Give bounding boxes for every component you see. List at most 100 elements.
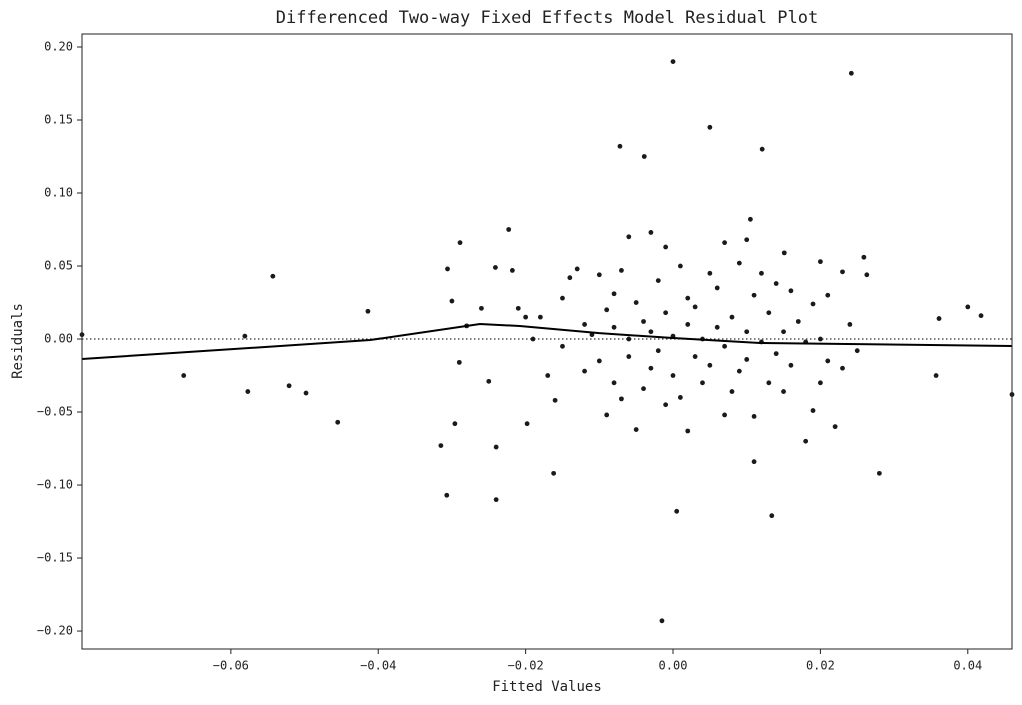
point [677,263,683,269]
x-axis-label: Fitted Values [492,679,602,695]
point [626,354,632,359]
point [751,414,757,419]
point [286,383,292,389]
point [663,310,669,316]
point [840,365,845,371]
point [781,329,786,335]
point [751,459,757,465]
y-tick-label: 0.20 [44,39,73,53]
point [641,319,646,324]
point [604,412,610,418]
x-tick-label: −0.02 [508,659,544,673]
point [604,307,610,313]
point [759,270,764,276]
point [825,358,831,364]
point [449,298,455,304]
point [685,322,691,327]
point [795,319,801,324]
point [769,513,775,519]
y-tick-label: −0.20 [37,624,73,638]
point [617,143,623,149]
point [552,397,558,403]
point [840,269,845,275]
point [714,285,720,291]
point [729,314,735,320]
x-tick-label: 0.04 [953,659,982,673]
point [611,291,617,297]
point [596,358,602,364]
point [582,368,587,374]
point [848,70,854,76]
lowess-line [81,322,1013,361]
point [633,300,639,305]
point [509,267,515,273]
point [444,492,450,498]
y-tick-label: −0.05 [37,405,73,419]
point [773,351,779,357]
point [524,421,530,427]
point [861,254,867,260]
point [596,272,602,278]
point [965,304,971,310]
point [692,304,698,310]
point [619,396,624,402]
point [648,329,654,335]
chart-title: Differenced Two-way Fixed Effects Model … [276,8,818,28]
point [655,278,661,284]
y-tick-label: 0.10 [44,186,73,200]
point [876,470,882,476]
point [766,380,772,386]
point [545,373,551,378]
point [766,310,772,316]
point [493,265,498,270]
point [648,365,654,371]
point [864,272,870,278]
point [303,390,309,396]
point [803,438,809,444]
point [537,314,543,320]
point [773,281,779,286]
point [438,443,444,449]
point [530,336,536,342]
point [722,240,727,246]
y-tick-label: −0.10 [37,478,73,492]
x-tick-label: −0.04 [360,659,396,673]
y-tick-label: 0.05 [44,259,73,273]
point [626,234,632,240]
point [574,266,580,272]
point [700,380,705,386]
point [335,419,341,425]
point [847,322,853,327]
point [722,412,727,418]
point [729,389,735,394]
point [245,389,251,394]
point [445,266,450,272]
point [810,301,816,307]
point [933,373,939,378]
point [365,308,371,314]
point [659,618,665,624]
point [810,408,816,413]
point [759,146,765,152]
point [685,428,691,434]
x-tick-label: 0.02 [806,659,835,673]
point [832,424,838,430]
point [736,260,742,266]
point [181,373,187,378]
point [515,305,521,311]
point [825,292,831,298]
point [685,295,691,301]
point [722,343,727,349]
point [611,324,617,330]
point [936,316,942,321]
point [486,378,492,384]
point [714,324,720,330]
point [692,354,698,359]
point [506,227,512,232]
point [744,329,750,335]
point [707,124,713,130]
point [479,305,484,311]
plot-frame [81,33,1013,650]
